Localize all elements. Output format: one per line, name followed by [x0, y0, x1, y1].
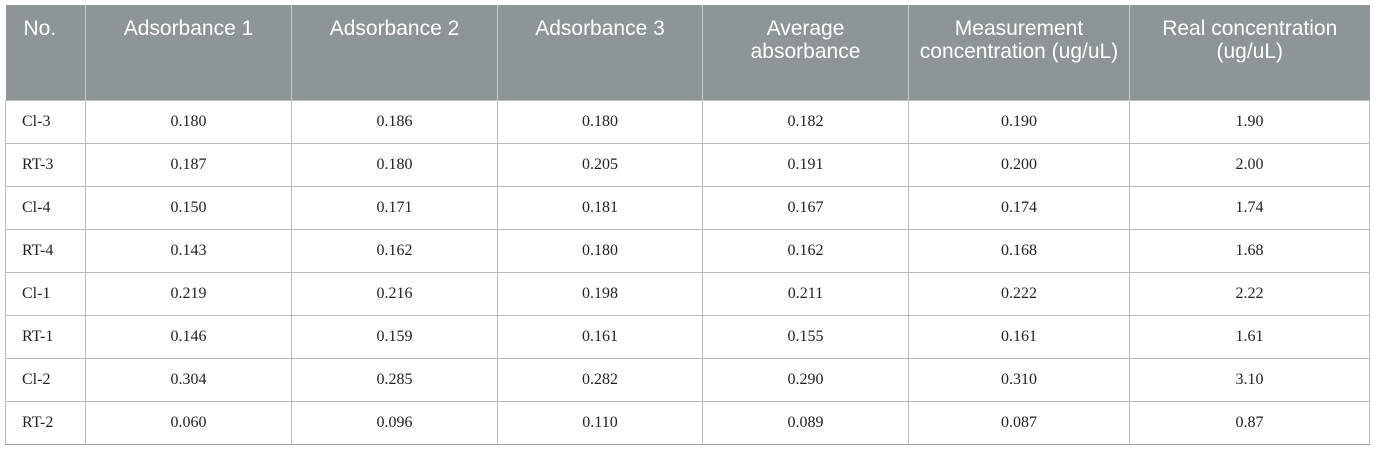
adsorbance-2-cell: 0.186 [291, 99, 498, 144]
adsorbance-2-cell: 0.171 [291, 185, 498, 230]
adsorbance-1-cell: 0.180 [85, 99, 292, 144]
sample-id-cell: RT-2 [5, 400, 86, 445]
measurement-concentration-cell: 0.310 [908, 357, 1130, 402]
real-concentration-cell: 1.74 [1129, 185, 1370, 230]
average-absorbance-cell: 0.191 [702, 142, 909, 187]
measurement-concentration-cell: 0.222 [908, 271, 1130, 316]
column-header-adsorbance-2: Adsorbance 2 [291, 5, 498, 100]
adsorbance-1-cell: 0.146 [85, 314, 292, 359]
adsorbance-3-cell: 0.161 [497, 314, 703, 359]
table-row: Cl-1 0.219 0.216 0.198 0.211 0.222 2.22 [5, 271, 1370, 316]
table-row: RT-3 0.187 0.180 0.205 0.191 0.200 2.00 [5, 142, 1370, 187]
measurement-concentration-cell: 0.087 [908, 400, 1130, 445]
column-header-adsorbance-3: Adsorbance 3 [497, 5, 703, 100]
sample-id-cell: RT-3 [5, 142, 86, 187]
adsorbance-3-cell: 0.282 [497, 357, 703, 402]
column-header-real-concentration: Real concentration (ug/uL) [1129, 5, 1370, 100]
adsorbance-2-cell: 0.096 [291, 400, 498, 445]
adsorbance-2-cell: 0.159 [291, 314, 498, 359]
sample-id-cell: RT-4 [5, 228, 86, 273]
table-row: Cl-2 0.304 0.285 0.282 0.290 0.310 3.10 [5, 357, 1370, 402]
column-header-adsorbance-1: Adsorbance 1 [85, 5, 292, 100]
sample-id-cell: Cl-3 [5, 99, 86, 144]
adsorbance-1-cell: 0.143 [85, 228, 292, 273]
average-absorbance-cell: 0.155 [702, 314, 909, 359]
adsorbance-3-cell: 0.181 [497, 185, 703, 230]
adsorbance-2-cell: 0.216 [291, 271, 498, 316]
adsorbance-3-cell: 0.198 [497, 271, 703, 316]
real-concentration-cell: 0.87 [1129, 400, 1370, 445]
table-row: Cl-3 0.180 0.186 0.180 0.182 0.190 1.90 [5, 99, 1370, 144]
column-header-measurement-concentration: Measurement concentration (ug/uL) [908, 5, 1130, 100]
adsorbance-3-cell: 0.110 [497, 400, 703, 445]
measurement-concentration-cell: 0.200 [908, 142, 1130, 187]
table-row: RT-4 0.143 0.162 0.180 0.162 0.168 1.68 [5, 228, 1370, 273]
average-absorbance-cell: 0.290 [702, 357, 909, 402]
table-row: RT-2 0.060 0.096 0.110 0.089 0.087 0.87 [5, 400, 1370, 445]
table-body: Cl-3 0.180 0.186 0.180 0.182 0.190 1.90 RT-3 0.1… [5, 99, 1370, 445]
data-table-container: No. Adsorbance 1 Adsorbance 2 Adsorbance… [5, 5, 1370, 445]
real-concentration-cell: 2.22 [1129, 271, 1370, 316]
real-concentration-cell: 3.10 [1129, 357, 1370, 402]
adsorbance-1-cell: 0.150 [85, 185, 292, 230]
measurement-concentration-cell: 0.190 [908, 99, 1130, 144]
average-absorbance-cell: 0.089 [702, 400, 909, 445]
measurement-concentration-cell: 0.168 [908, 228, 1130, 273]
table-row: RT-1 0.146 0.159 0.161 0.155 0.161 1.61 [5, 314, 1370, 359]
sample-id-cell: Cl-1 [5, 271, 86, 316]
real-concentration-cell: 1.68 [1129, 228, 1370, 273]
adsorbance-2-cell: 0.285 [291, 357, 498, 402]
adsorbance-3-cell: 0.180 [497, 228, 703, 273]
average-absorbance-cell: 0.162 [702, 228, 909, 273]
adsorbance-1-cell: 0.219 [85, 271, 292, 316]
real-concentration-cell: 1.61 [1129, 314, 1370, 359]
real-concentration-cell: 2.00 [1129, 142, 1370, 187]
measurement-concentration-cell: 0.174 [908, 185, 1130, 230]
adsorbance-1-cell: 0.187 [85, 142, 292, 187]
sample-id-cell: Cl-2 [5, 357, 86, 402]
adsorbance-3-cell: 0.180 [497, 99, 703, 144]
average-absorbance-cell: 0.167 [702, 185, 909, 230]
table-row: Cl-4 0.150 0.171 0.181 0.167 0.174 1.74 [5, 185, 1370, 230]
column-header-average-absorbance: Average absorbance [702, 5, 909, 100]
adsorbance-1-cell: 0.060 [85, 400, 292, 445]
measurement-concentration-cell: 0.161 [908, 314, 1130, 359]
sample-id-cell: RT-1 [5, 314, 86, 359]
real-concentration-cell: 1.90 [1129, 99, 1370, 144]
sample-id-cell: Cl-4 [5, 185, 86, 230]
adsorbance-2-cell: 0.162 [291, 228, 498, 273]
average-absorbance-cell: 0.182 [702, 99, 909, 144]
adsorbance-3-cell: 0.205 [497, 142, 703, 187]
column-header-no: No. [5, 5, 86, 100]
average-absorbance-cell: 0.211 [702, 271, 909, 316]
data-table: No. Adsorbance 1 Adsorbance 2 Adsorbance… [5, 5, 1370, 445]
table-header-row: No. Adsorbance 1 Adsorbance 2 Adsorbance… [5, 5, 1370, 100]
adsorbance-2-cell: 0.180 [291, 142, 498, 187]
adsorbance-1-cell: 0.304 [85, 357, 292, 402]
